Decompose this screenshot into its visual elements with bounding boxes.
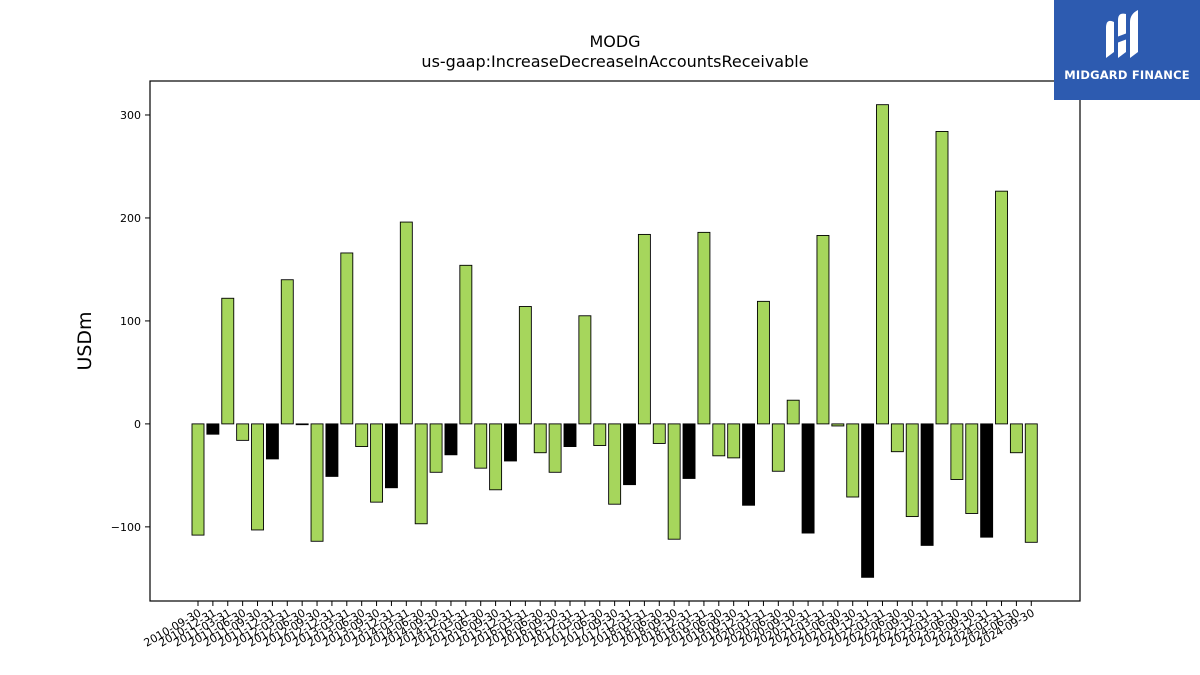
y-tick-label: 0 bbox=[134, 418, 141, 431]
bar bbox=[608, 423, 622, 505]
bar bbox=[236, 423, 250, 441]
y-tick-label: 300 bbox=[120, 109, 141, 122]
midgard-logo-icon bbox=[1106, 10, 1138, 59]
bar bbox=[742, 423, 756, 506]
bar bbox=[474, 423, 488, 469]
bar bbox=[623, 423, 636, 486]
bar bbox=[935, 131, 949, 425]
bar bbox=[965, 423, 979, 514]
bar bbox=[295, 423, 309, 426]
bar bbox=[831, 423, 845, 427]
bar bbox=[310, 423, 324, 542]
bar bbox=[459, 264, 473, 425]
bar bbox=[518, 306, 532, 425]
bar bbox=[444, 423, 458, 456]
bar bbox=[816, 235, 830, 425]
bar bbox=[355, 423, 369, 447]
bar bbox=[995, 190, 1008, 425]
bar bbox=[876, 104, 889, 425]
bar bbox=[593, 423, 607, 446]
bar bbox=[652, 423, 666, 444]
bar bbox=[221, 297, 235, 425]
y-tick-label: −100 bbox=[111, 521, 141, 534]
bar bbox=[251, 423, 264, 531]
bar bbox=[756, 300, 770, 425]
bar bbox=[206, 423, 220, 435]
bar bbox=[1024, 423, 1038, 543]
bar bbox=[1009, 423, 1023, 454]
midgard-finance-logo: MIDGARD FINANCE bbox=[1054, 0, 1200, 100]
bar bbox=[414, 423, 428, 525]
bar bbox=[265, 423, 279, 460]
chart-title: MODG bbox=[589, 32, 641, 51]
bar bbox=[771, 423, 785, 472]
y-axis-label: USDm bbox=[74, 311, 96, 370]
bar bbox=[861, 423, 875, 578]
bar bbox=[384, 423, 398, 489]
bar bbox=[667, 423, 681, 540]
bar bbox=[846, 423, 860, 498]
bar bbox=[637, 233, 651, 425]
bar bbox=[712, 423, 726, 457]
bar bbox=[325, 423, 339, 477]
bar bbox=[697, 231, 711, 425]
bar bbox=[533, 423, 547, 454]
bar bbox=[950, 423, 964, 480]
y-tick-label: 200 bbox=[120, 212, 141, 225]
bar bbox=[489, 423, 503, 491]
bar bbox=[682, 423, 696, 479]
bar bbox=[370, 423, 384, 503]
y-tick-label: 100 bbox=[120, 315, 141, 328]
bar bbox=[340, 252, 354, 425]
bar bbox=[578, 315, 592, 425]
bar bbox=[801, 423, 815, 534]
chart-subtitle: us-gaap:IncreaseDecreaseInAccountsReceiv… bbox=[421, 52, 809, 71]
bar bbox=[280, 279, 294, 425]
bar bbox=[890, 423, 904, 453]
bar bbox=[504, 423, 517, 462]
bar bbox=[920, 423, 934, 546]
bar bbox=[905, 423, 919, 518]
bar bbox=[191, 423, 205, 536]
logo-brand-text: MIDGARD FINANCE bbox=[1064, 68, 1190, 82]
bar bbox=[548, 423, 562, 473]
bar bbox=[563, 423, 577, 447]
bar bbox=[980, 423, 994, 538]
bar bbox=[727, 423, 741, 459]
bar bbox=[786, 399, 800, 425]
bar bbox=[429, 423, 443, 473]
bar bbox=[399, 221, 413, 425]
